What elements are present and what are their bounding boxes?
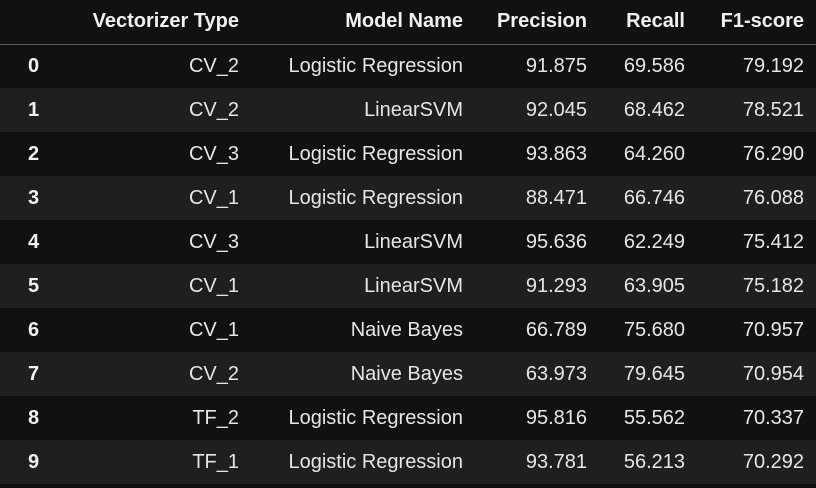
f1-cell: 75.182 (742, 274, 804, 297)
f1-cell: 76.088 (742, 186, 804, 209)
recall-cell: 66.746 (623, 186, 685, 209)
model-cell: LinearSVM (364, 230, 463, 253)
vectorizer-cell: CV_2 (188, 362, 239, 385)
row-index: 1 (28, 98, 40, 121)
row-index: 3 (28, 186, 40, 209)
table-row: 5 CV_1 LinearSVM 91.293 63.905 75.182 (0, 264, 816, 308)
row-index: 4 (28, 230, 40, 253)
precision-cell: 66.789 (525, 318, 587, 341)
recall-cell: 64.260 (623, 142, 685, 165)
model-cell: Logistic Regression (288, 186, 463, 209)
recall-cell: 62.249 (623, 230, 685, 253)
model-cell: Logistic Regression (288, 54, 463, 77)
f1-cell: 75.412 (742, 230, 804, 253)
model-cell: LinearSVM (364, 274, 463, 297)
precision-cell: 95.816 (525, 406, 587, 429)
vectorizer-cell: CV_2 (188, 98, 239, 121)
table-row: 0 CV_2 Logistic Regression 91.875 69.586… (0, 44, 816, 88)
f1-cell: 70.954 (742, 362, 804, 385)
table-row: 6 CV_1 Naive Bayes 66.789 75.680 70.957 (0, 308, 816, 352)
recall-cell: 56.213 (623, 450, 685, 473)
table-row: 3 CV_1 Logistic Regression 88.471 66.746… (0, 176, 816, 220)
vectorizer-cell: CV_2 (188, 54, 239, 77)
precision-cell: 95.636 (525, 230, 587, 253)
table-row: 7 CV_2 Naive Bayes 63.973 79.645 70.954 (0, 352, 816, 396)
model-cell: LinearSVM (364, 98, 463, 121)
f1-cell: 79.192 (742, 54, 804, 77)
row-index: 2 (28, 142, 40, 165)
precision-cell: 91.293 (525, 274, 587, 297)
header-f1-score: F1-score (697, 0, 816, 45)
row-index: 5 (28, 274, 40, 297)
header-index (0, 0, 58, 45)
row-index: 6 (28, 318, 40, 341)
f1-cell: 70.292 (742, 450, 804, 473)
header-model-name: Model Name (251, 0, 475, 45)
model-cell: Naive Bayes (350, 362, 463, 385)
header-recall: Recall (599, 0, 697, 45)
row-index: 7 (28, 362, 40, 385)
precision-cell: 92.045 (525, 98, 587, 121)
model-cell: Logistic Regression (288, 406, 463, 429)
precision-cell: 91.875 (525, 54, 587, 77)
recall-cell: 63.905 (623, 274, 685, 297)
table-row: 2 CV_3 Logistic Regression 93.863 64.260… (0, 132, 816, 176)
f1-cell: 70.337 (742, 406, 804, 429)
header-vectorizer-type: Vectorizer Type (58, 0, 251, 45)
model-cell: Naive Bayes (350, 318, 463, 341)
f1-cell: 76.290 (742, 142, 804, 165)
f1-cell: 78.521 (742, 98, 804, 121)
vectorizer-cell: CV_1 (188, 318, 239, 341)
vectorizer-cell: CV_3 (188, 142, 239, 165)
vectorizer-cell: CV_1 (188, 274, 239, 297)
row-index: 8 (28, 406, 40, 429)
model-cell: Logistic Regression (288, 142, 463, 165)
header-precision: Precision (475, 0, 599, 45)
table-row: 4 CV_3 LinearSVM 95.636 62.249 75.412 (0, 220, 816, 264)
vectorizer-cell: TF_2 (192, 406, 239, 429)
recall-cell: 69.586 (623, 54, 685, 77)
recall-cell: 75.680 (623, 318, 685, 341)
vectorizer-cell: CV_1 (188, 186, 239, 209)
precision-cell: 88.471 (525, 186, 587, 209)
recall-cell: 55.562 (623, 406, 685, 429)
model-cell: Logistic Regression (288, 450, 463, 473)
vectorizer-cell: TF_1 (192, 450, 239, 473)
vectorizer-cell: CV_3 (188, 230, 239, 253)
precision-cell: 93.863 (525, 142, 587, 165)
precision-cell: 93.781 (525, 450, 587, 473)
f1-cell: 70.957 (742, 318, 804, 341)
row-index: 9 (28, 450, 40, 473)
table-row: 9 TF_1 Logistic Regression 93.781 56.213… (0, 440, 816, 484)
recall-cell: 68.462 (623, 98, 685, 121)
precision-cell: 63.973 (525, 362, 587, 385)
recall-cell: 79.645 (623, 362, 685, 385)
table-row: 1 CV_2 LinearSVM 92.045 68.462 78.521 (0, 88, 816, 132)
table-row: 8 TF_2 Logistic Regression 95.816 55.562… (0, 396, 816, 440)
table-header-row: Vectorizer Type Model Name Precision Rec… (0, 0, 816, 45)
row-index: 0 (28, 54, 40, 77)
